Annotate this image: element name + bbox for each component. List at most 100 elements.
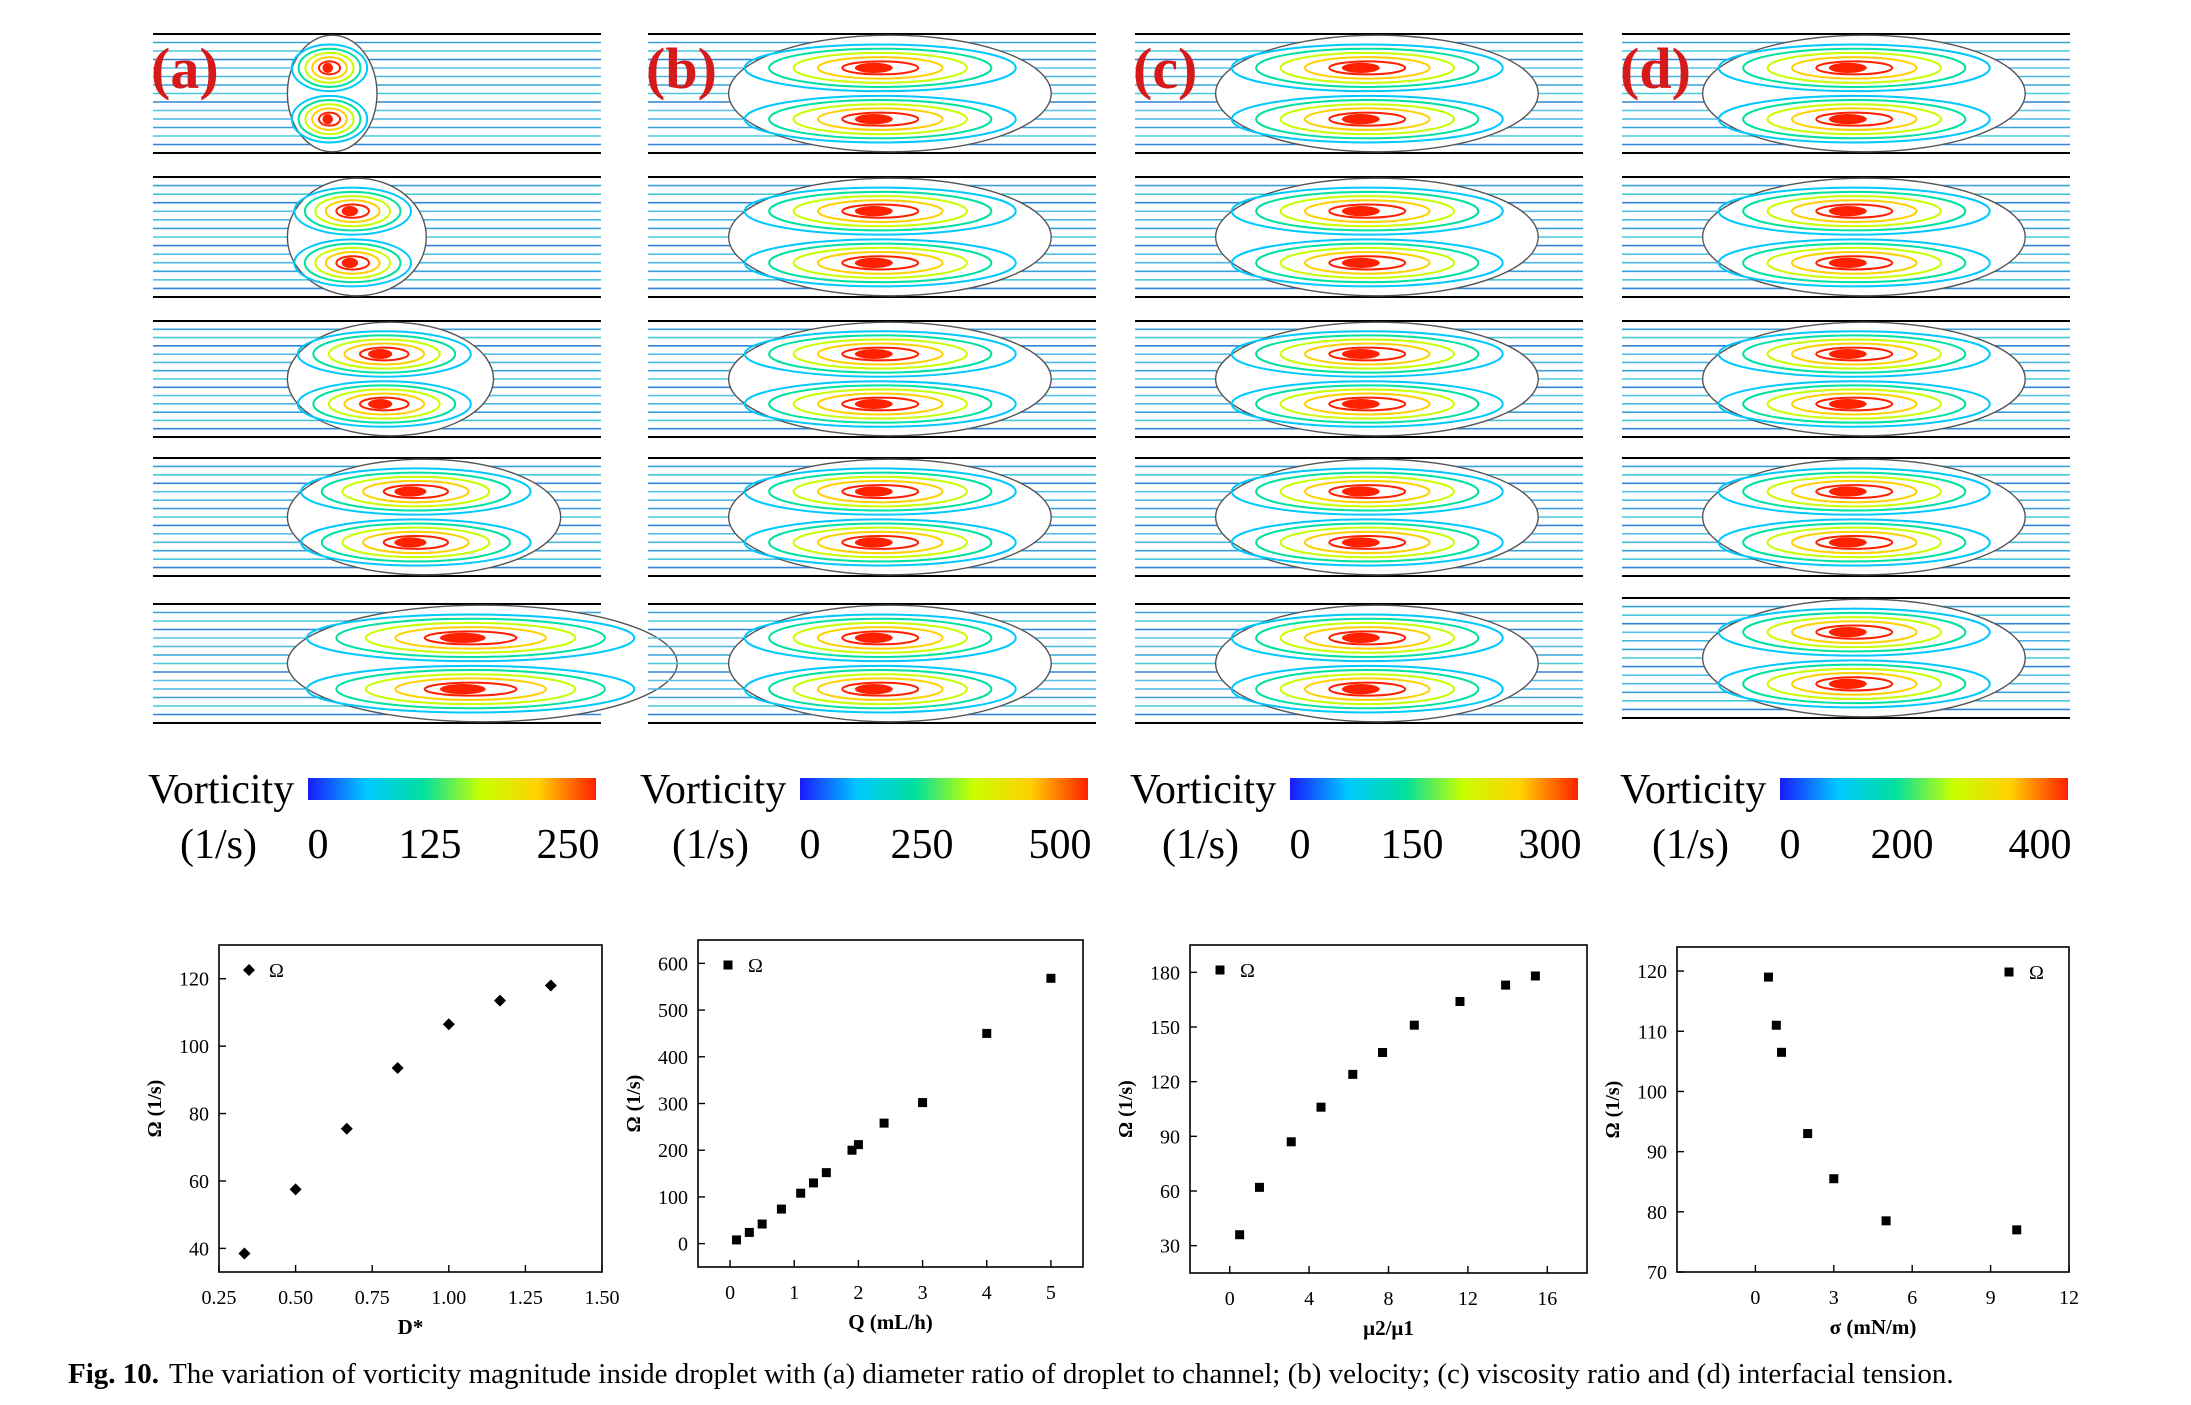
vortex-contour — [314, 195, 392, 228]
vortex-contour — [311, 107, 348, 131]
vortex-contour — [317, 111, 342, 127]
data-point — [1501, 980, 1511, 990]
flow-panel-column-b: (b) — [646, 33, 1096, 724]
vortex-core — [854, 632, 893, 643]
flow-subpanel — [1135, 320, 1583, 438]
data-point — [238, 1247, 251, 1260]
vortex-contour — [1815, 60, 1894, 76]
vortex-contour — [1279, 338, 1455, 370]
vortex-contour — [1328, 346, 1407, 362]
vortex-contour — [1328, 534, 1407, 550]
vortex-contour — [1279, 103, 1455, 136]
droplet-interface — [1701, 34, 2026, 153]
vortex-contour — [312, 384, 457, 424]
vortex-contour — [1230, 518, 1504, 567]
vortex-contour — [1790, 107, 1918, 131]
data-point — [1378, 1048, 1388, 1058]
x-axis-label: σ (mN/m) — [1830, 1315, 1917, 1339]
data-point — [340, 1122, 353, 1135]
data-point — [1409, 1020, 1419, 1030]
x-tick-label: 4 — [1304, 1288, 1314, 1310]
plot-frame — [1676, 946, 2070, 1273]
vortex-contour — [327, 388, 441, 420]
data-point — [1348, 1069, 1358, 1079]
figure-caption-label: Fig. 10. — [68, 1358, 160, 1390]
x-tick-label: 1.00 — [431, 1287, 466, 1309]
plot-frame — [1189, 944, 1588, 1274]
vortex-contour — [1766, 51, 1942, 84]
vortex-contour — [792, 673, 968, 706]
x-axis-label: D* — [398, 1315, 424, 1339]
vortex-contour — [816, 199, 944, 223]
colorbar-tick-label: 200 — [1871, 822, 1934, 868]
vortex-core — [368, 399, 393, 410]
vortex-core — [1341, 537, 1380, 548]
x-tick-label: 5 — [1046, 1282, 1056, 1304]
panel-label-d: (d) — [1620, 36, 1691, 101]
vortex-contour — [1255, 669, 1480, 710]
flow-subpanel — [1622, 457, 2070, 577]
flow-subpanel — [1135, 176, 1583, 298]
vortex-contour — [768, 384, 993, 424]
y-tick-label: 30 — [1160, 1236, 1180, 1258]
vortex-contour — [1790, 672, 1918, 696]
vortex-contour — [1279, 621, 1455, 654]
legend-marker — [243, 964, 255, 976]
vortex-contour — [768, 522, 993, 563]
vortex-contour — [293, 238, 413, 288]
vortex-contour — [792, 338, 968, 370]
vortex-core — [1341, 114, 1380, 125]
vortex-contour — [743, 94, 1017, 144]
vortex-contour — [768, 471, 993, 512]
vortex-contour — [359, 346, 410, 362]
vortex-contour — [1303, 199, 1431, 223]
vortex-contour — [1815, 484, 1894, 500]
vortex-contour — [1790, 251, 1918, 275]
vortex-contour — [1717, 518, 1991, 567]
data-point — [809, 1178, 818, 1188]
droplet-interface — [727, 34, 1052, 153]
x-tick-label: 0 — [1225, 1288, 1235, 1310]
vortex-contour — [335, 255, 371, 271]
vortex-contour — [1742, 471, 1967, 512]
colorbar-tick-label: 150 — [1381, 822, 1444, 868]
vortex-contour — [1328, 681, 1407, 697]
colorbar-tick-label: 0 — [1290, 822, 1311, 868]
x-axis-label: Q (mL/h) — [848, 1310, 933, 1334]
legend-label: Ω — [1240, 960, 1255, 982]
vortex-contour — [1766, 616, 1942, 649]
droplet-interface — [1214, 458, 1539, 576]
vortex-contour — [1279, 195, 1455, 228]
vortex-contour — [792, 195, 968, 228]
vortex-contour — [1766, 526, 1942, 559]
data-point — [918, 1098, 928, 1108]
data-point — [1235, 1230, 1245, 1240]
x-tick-label: 12 — [1458, 1288, 1478, 1310]
vortex-contour — [792, 51, 968, 84]
vortex-contour — [1279, 388, 1455, 420]
vortex-core — [854, 205, 893, 217]
vortex-contour — [1230, 613, 1504, 663]
colorbar-tick-label: 250 — [891, 822, 954, 868]
vortex-contour — [1279, 475, 1455, 508]
vortex-core — [341, 257, 359, 269]
vortex-contour — [1766, 103, 1942, 136]
vortex-contour — [1255, 242, 1480, 284]
vortex-contour — [1255, 522, 1480, 563]
vortex-contour — [1279, 246, 1455, 279]
flow-subpanel — [648, 176, 1096, 298]
data-point — [1881, 1216, 1891, 1226]
vortex-core — [439, 632, 486, 643]
vortex-contour — [1742, 663, 1967, 705]
flow-subpanel — [1622, 176, 2070, 298]
y-tick-label: 150 — [1150, 1017, 1180, 1039]
x-tick-label: 1.25 — [508, 1287, 543, 1309]
figure-caption: Fig. 10. The variation of vorticity magni… — [68, 1358, 1954, 1391]
vortex-contour — [423, 681, 518, 697]
data-point — [776, 1204, 786, 1214]
vortex-contour — [1230, 330, 1504, 378]
vortex-contour — [300, 518, 532, 567]
y-tick-label: 0 — [678, 1234, 688, 1256]
plot-frame — [218, 944, 603, 1273]
vortex-contour — [816, 626, 944, 650]
